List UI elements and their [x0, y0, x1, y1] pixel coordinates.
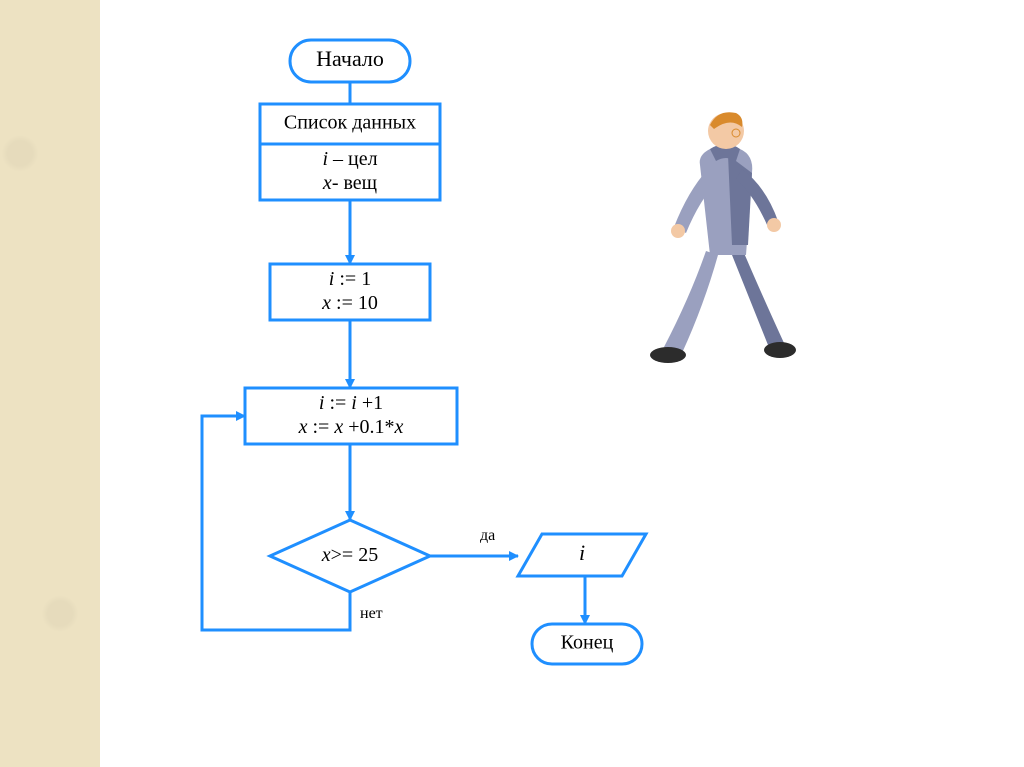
- svg-text:x>= 25: x>= 25: [321, 544, 378, 566]
- edge-label: да: [480, 527, 495, 544]
- svg-text:i – цел: i – цел: [322, 148, 377, 170]
- flowchart-canvas: да нет Начало Список данных i – целx- вещ i :…: [100, 0, 1024, 767]
- edge-loop-back: [202, 416, 350, 630]
- svg-text:x- вещ: x- вещ: [322, 172, 377, 194]
- svg-text:x := x +0.1*x: x := x +0.1*x: [298, 416, 404, 438]
- svg-text:i := i +1: i := i +1: [319, 392, 383, 414]
- svg-text:x := 10: x := 10: [321, 292, 378, 314]
- sidebar-texture: [0, 0, 100, 767]
- svg-text:Начало: Начало: [316, 46, 384, 71]
- svg-text:i := 1: i := 1: [329, 268, 371, 290]
- svg-text:Конец: Конец: [561, 632, 614, 654]
- svg-text:i: i: [579, 540, 585, 565]
- edge-label: нет: [360, 605, 383, 622]
- svg-text:Список данных: Список данных: [284, 112, 416, 134]
- page-root: да нет Начало Список данных i – целx- вещ i :…: [0, 0, 1024, 767]
